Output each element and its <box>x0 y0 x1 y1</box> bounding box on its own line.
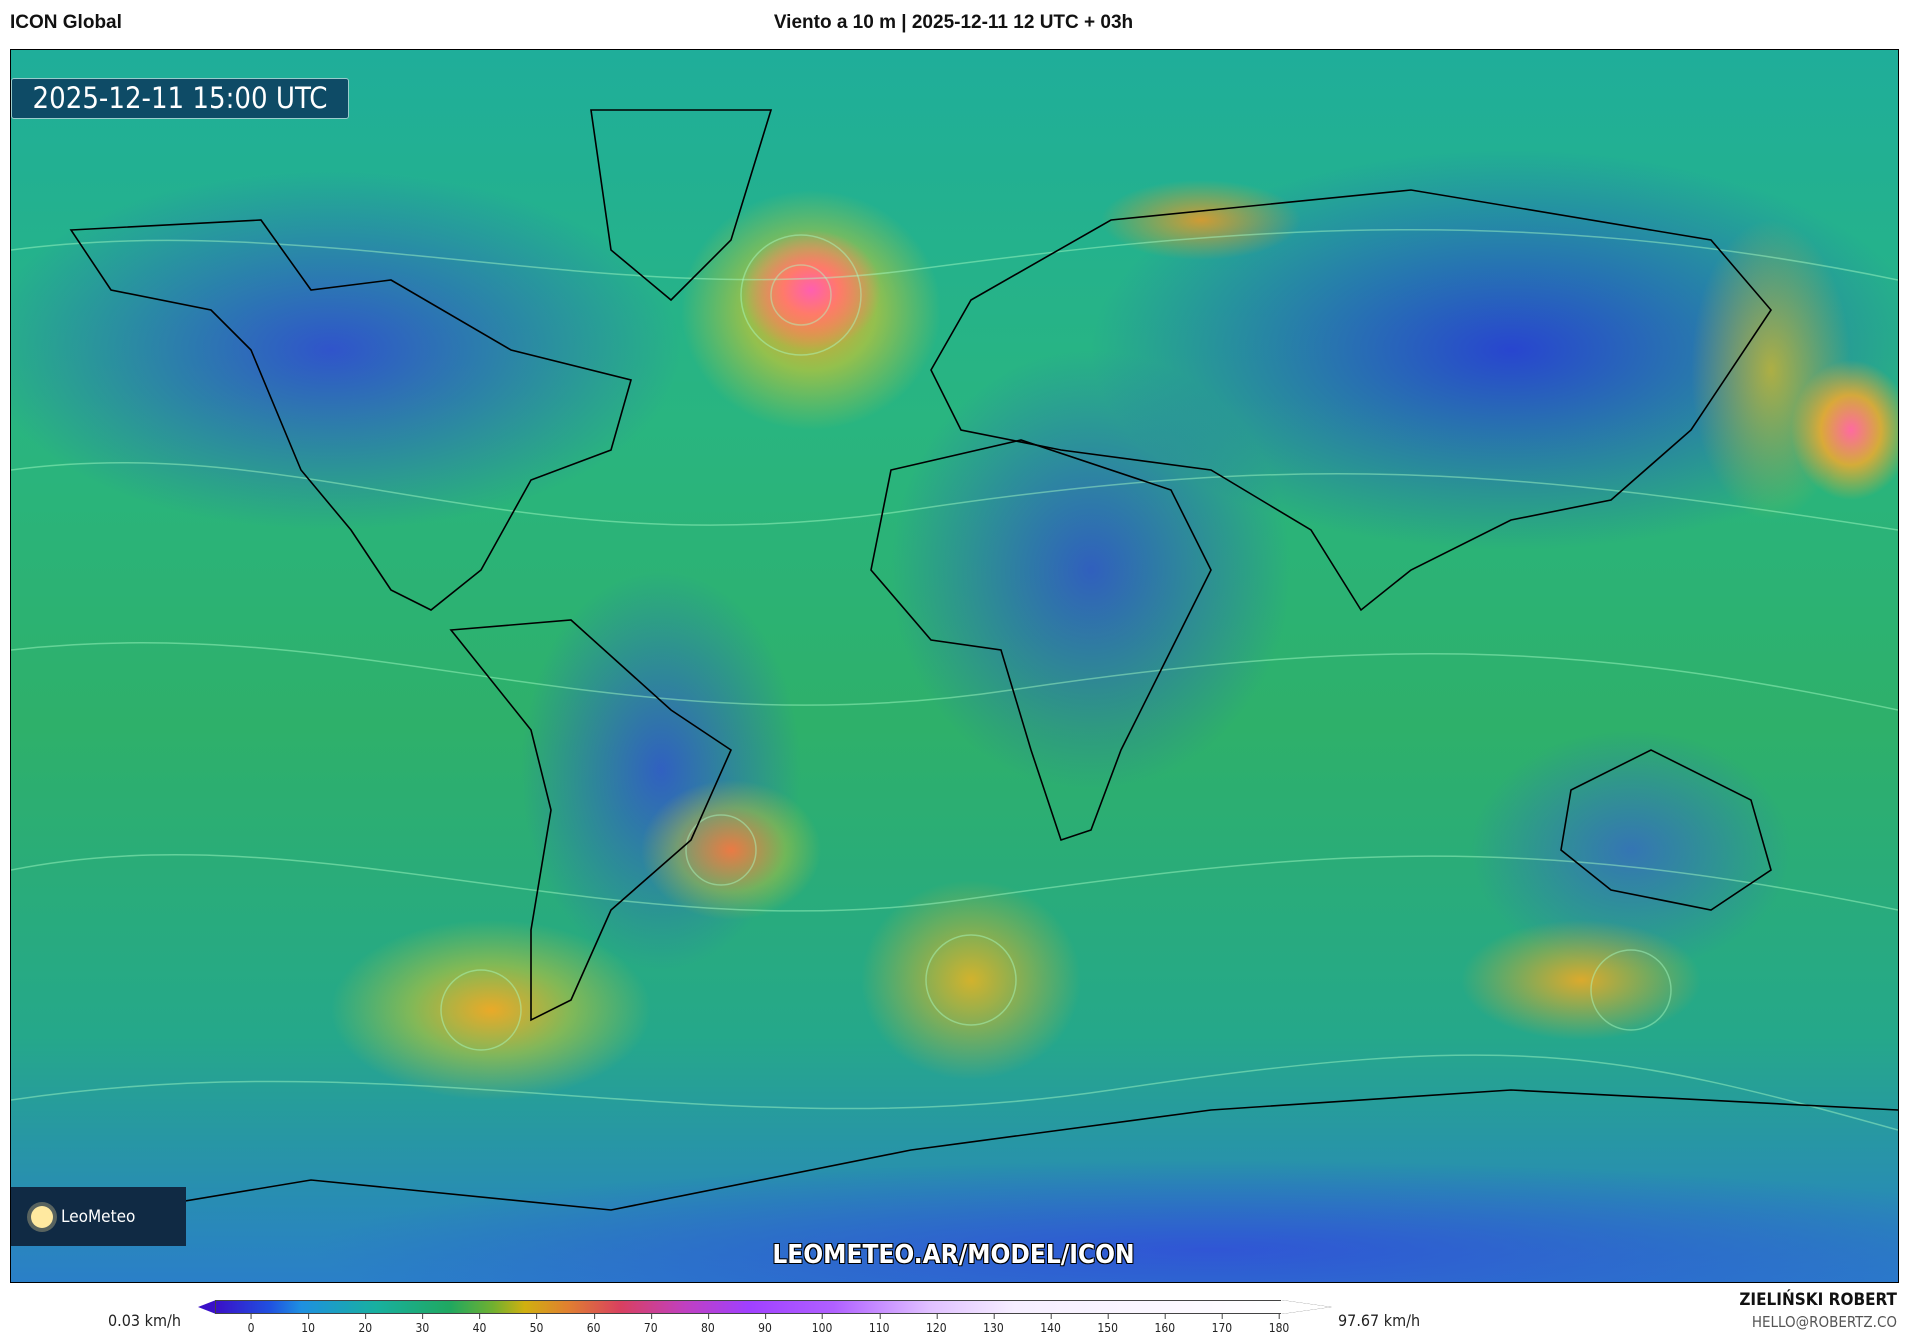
colorbar-tick: 70 <box>643 1313 658 1335</box>
colorbar-tick: 60 <box>586 1313 601 1335</box>
colorbar-tick: 100 <box>811 1313 833 1335</box>
colorbar-tick: 30 <box>415 1313 430 1335</box>
colorbar-tick: 160 <box>1154 1313 1176 1335</box>
leometeo-logo: LeoMeteo <box>11 1187 186 1246</box>
author-name: ZIELIŃSKI ROBERT <box>1739 1290 1897 1310</box>
colorbar-tick: 10 <box>301 1313 315 1335</box>
colorbar <box>215 1300 1282 1314</box>
model-name: ICON Global <box>10 12 122 33</box>
source-url: LEOMETEO.AR/MODEL/ICON <box>772 1240 1135 1270</box>
colorbar-tick: 130 <box>983 1313 1004 1335</box>
logo-text: LeoMeteo <box>61 1206 136 1227</box>
colorbar-tick: 50 <box>529 1313 544 1335</box>
colorbar-left-arrow <box>198 1300 216 1314</box>
colorbar-tick: 110 <box>868 1313 890 1335</box>
colorbar-tick: 80 <box>701 1313 715 1335</box>
colorbar-tick: 180 <box>1268 1313 1290 1335</box>
colorbar-tick: 140 <box>1040 1313 1061 1335</box>
colorbar-right-arrow <box>1281 1300 1331 1314</box>
colorbar-tick: 170 <box>1211 1313 1233 1335</box>
wind-map <box>10 49 1899 1283</box>
colorbar-max-label: 97.67 km/h <box>1338 1311 1421 1330</box>
valid-time-label: 2025-12-11 15:00 UTC <box>11 78 349 119</box>
colorbar-tick: 20 <box>358 1313 373 1335</box>
colorbar-tick: 150 <box>1097 1313 1118 1335</box>
colorbar-tick: 0 <box>247 1313 255 1335</box>
colorbar-min-label: 0.03 km/h <box>108 1311 181 1330</box>
chart-title: Viento a 10 m | 2025-12-11 12 UTC + 03h <box>773 12 1134 33</box>
sun-icon <box>31 1205 53 1228</box>
colorbar-tick: 120 <box>926 1313 947 1335</box>
coastlines <box>11 109 1898 1231</box>
colorbar-tick: 40 <box>472 1313 487 1335</box>
author-email: HELLO@ROBERTZ.CO <box>1751 1313 1897 1331</box>
streamlines <box>11 228 1898 1131</box>
colorbar-tick: 90 <box>758 1313 772 1335</box>
